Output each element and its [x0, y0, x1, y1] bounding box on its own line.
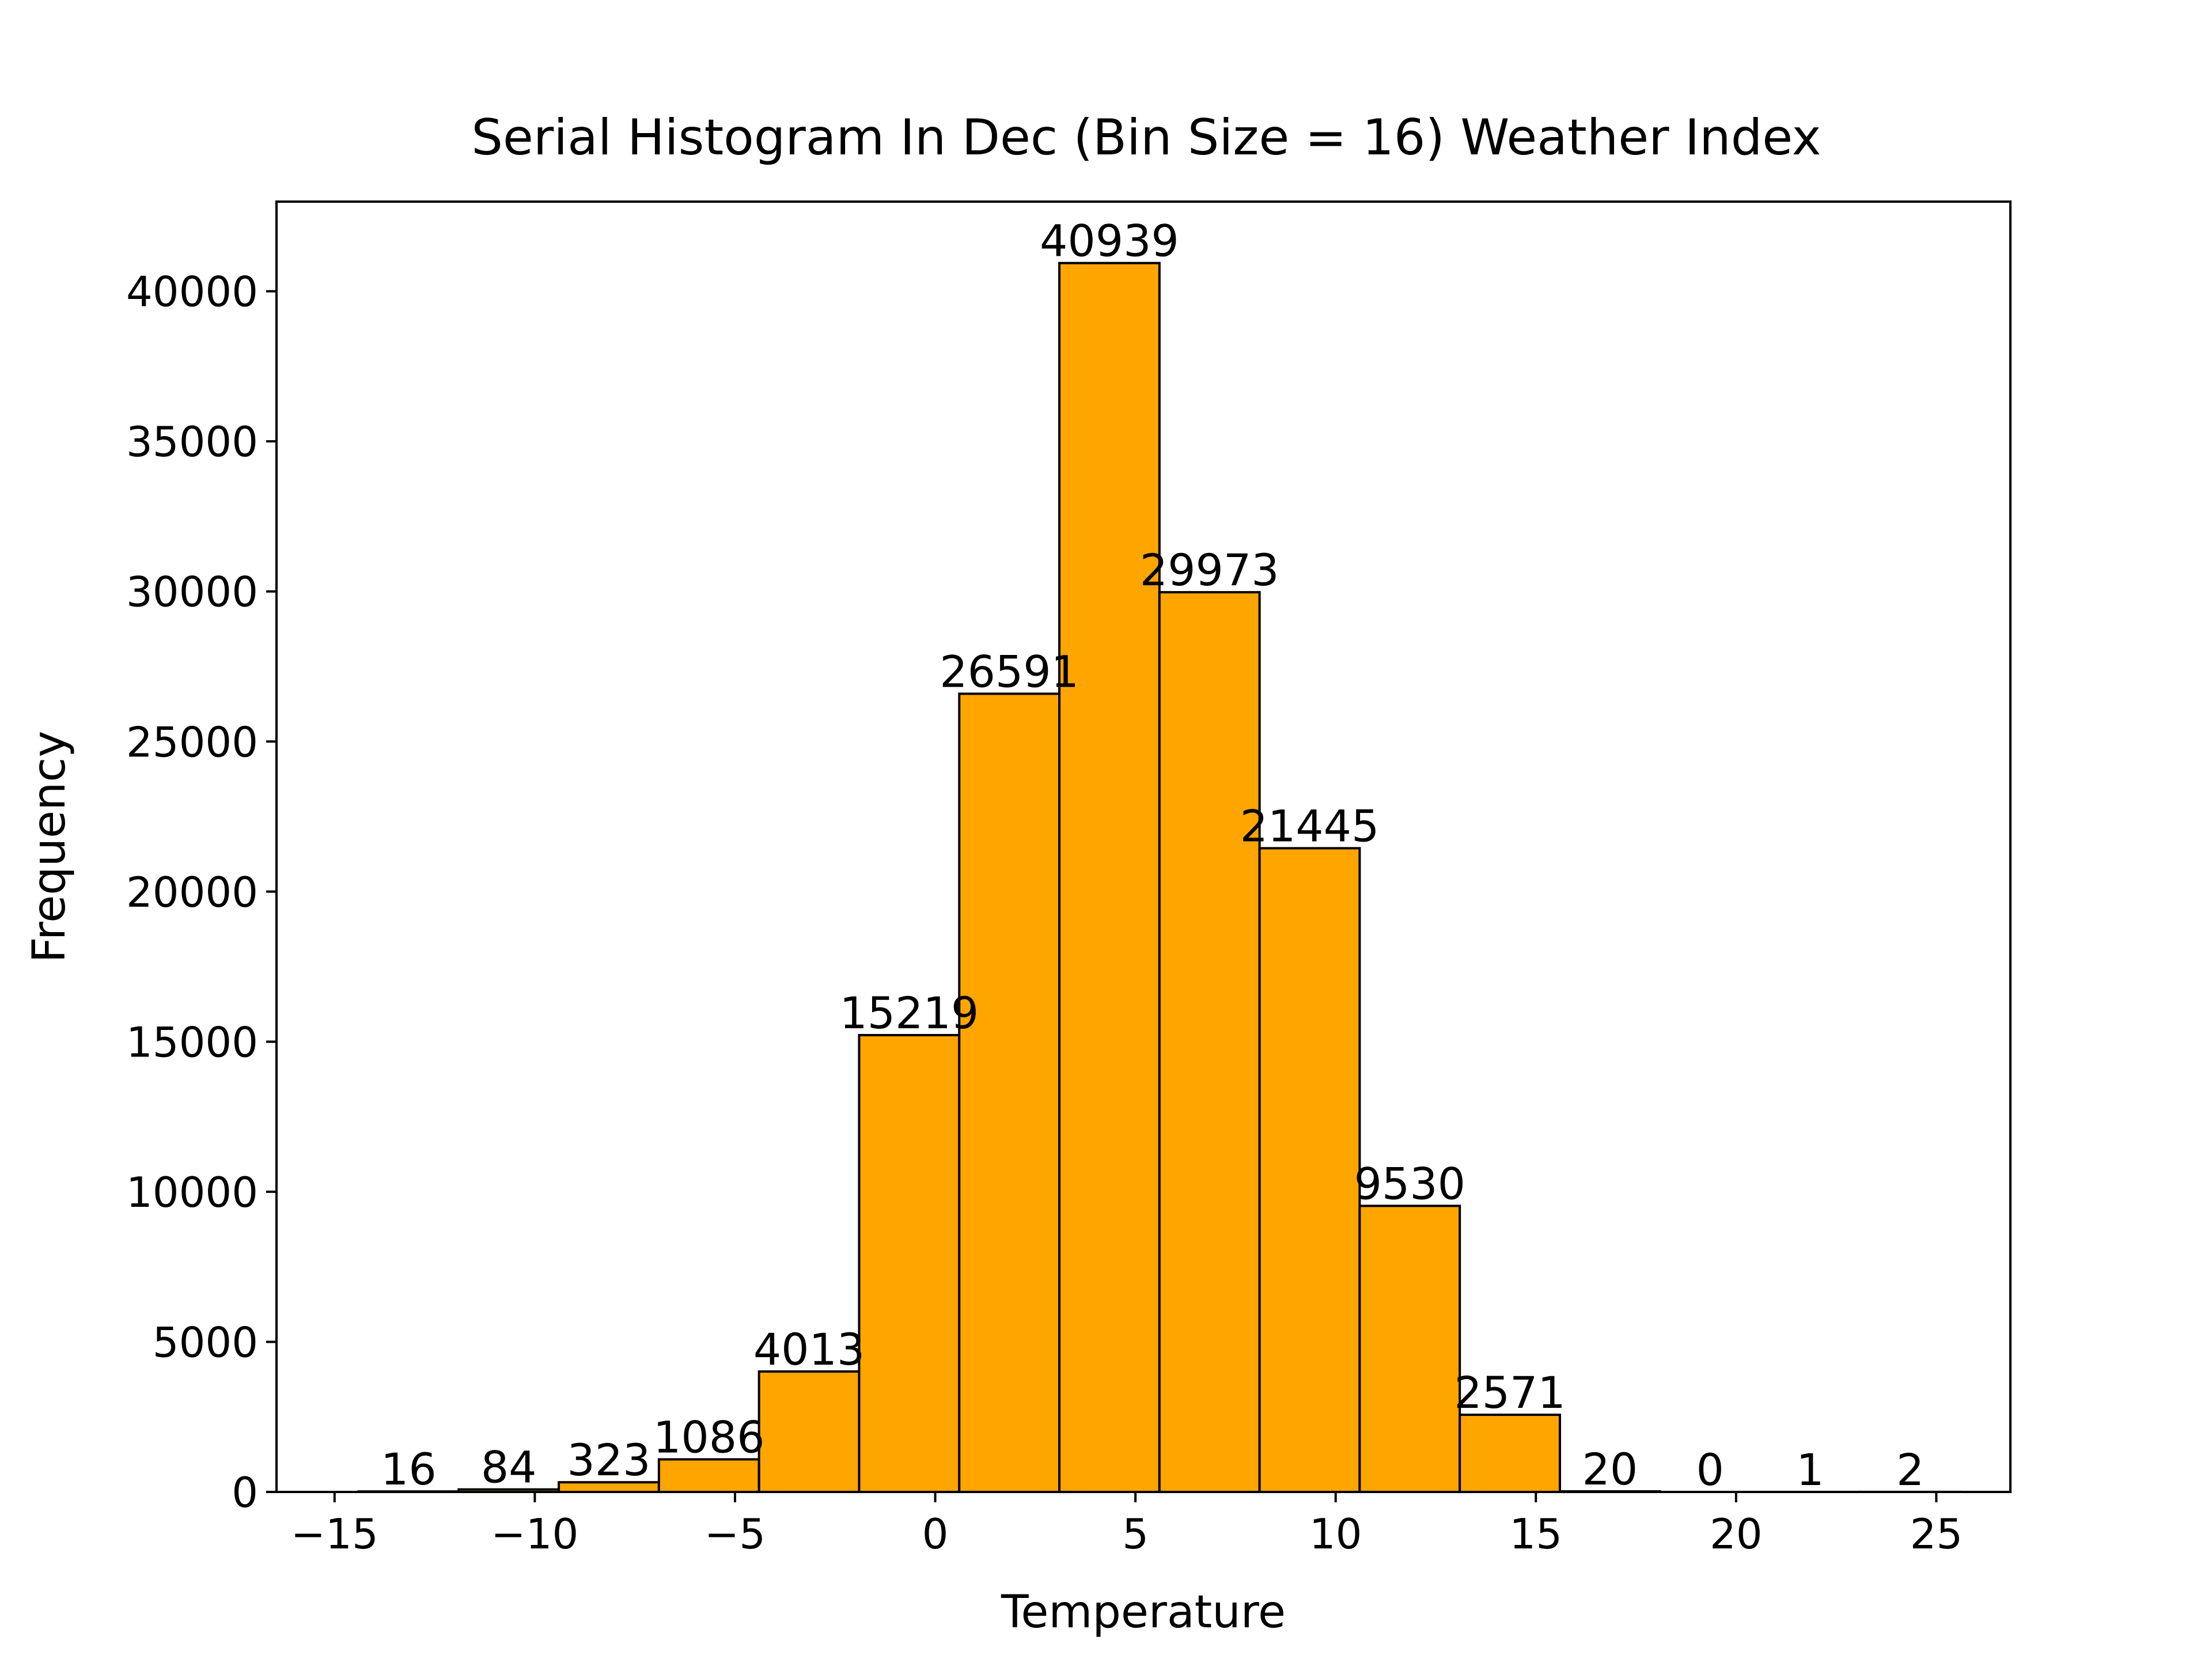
x-axis-label: Temperature: [1001, 1586, 1286, 1638]
histogram-bar: [1058, 262, 1161, 1493]
histogram-bar: [657, 1458, 760, 1493]
histogram-bar: [757, 1370, 861, 1493]
bar-value-label: 84: [481, 1442, 537, 1493]
histogram-bar: [1459, 1414, 1561, 1493]
bar-value-label: 323: [567, 1434, 650, 1486]
x-tick-label: −15: [291, 1510, 378, 1558]
bar-value-label: 4013: [753, 1324, 865, 1375]
x-tick-label: −5: [704, 1510, 766, 1558]
plot-frame: [275, 200, 2012, 1493]
histogram-bar: [858, 1033, 961, 1494]
bar-value-label: 1086: [653, 1411, 764, 1463]
x-tick-label: 10: [1309, 1510, 1362, 1558]
y-tick-label: 25000: [126, 718, 258, 766]
bar-value-label: 20: [1582, 1444, 1638, 1495]
x-axis-ticks: −15 −10 −5 0 5 10 15 20 25: [291, 1492, 1963, 1558]
bar-value-label: 9530: [1354, 1158, 1465, 1209]
bar-value-label: 15219: [839, 987, 979, 1039]
x-tick-label: 25: [1910, 1510, 1963, 1558]
y-tick-label: 30000: [126, 568, 258, 616]
y-tick-label: 35000: [126, 418, 258, 466]
y-tick-label: 0: [232, 1468, 258, 1517]
histogram-bar: [1358, 1205, 1461, 1494]
x-tick-label: 20: [1710, 1510, 1763, 1558]
bar-value-label: 16: [381, 1444, 437, 1495]
x-tick-label: 5: [1122, 1510, 1149, 1558]
y-tick-label: 5000: [153, 1318, 258, 1366]
bar-value-label: 21445: [1240, 801, 1380, 852]
bar-value-label: 2571: [1454, 1367, 1565, 1418]
y-tick-label: 20000: [126, 868, 258, 916]
bar-value-label: 29973: [1140, 544, 1279, 596]
bar-value-label: 2: [1896, 1444, 1924, 1495]
y-tick-label: 40000: [126, 268, 258, 316]
bar-value-label: 26591: [940, 646, 1079, 697]
x-tick-label: −10: [491, 1510, 578, 1558]
bar-value-label: 1: [1796, 1444, 1824, 1495]
histogram-bar: [958, 692, 1061, 1493]
bar-value-label: 0: [1696, 1444, 1724, 1495]
x-tick-label: 0: [922, 1510, 949, 1558]
bars-group: [357, 262, 1962, 1494]
y-axis-ticks: 0 5000 10000 15000 20000 25000 30000 35000 40000: [126, 268, 276, 1517]
histogram-bar: [1158, 591, 1261, 1493]
histogram-bar: [1258, 847, 1361, 1493]
y-tick-label: 10000: [126, 1168, 258, 1217]
x-tick-label: 15: [1509, 1510, 1562, 1558]
chart-title: Serial Histogram In Dec (Bin Size = 16) …: [471, 109, 1821, 166]
y-tick-label: 15000: [126, 1018, 258, 1066]
value-labels-group: 16 84 323 1086 4013 15219 26591 40939 29973 21445…: [381, 215, 1924, 1495]
bar-value-label: 40939: [1040, 215, 1179, 267]
y-axis-label: Frequency: [24, 731, 75, 963]
